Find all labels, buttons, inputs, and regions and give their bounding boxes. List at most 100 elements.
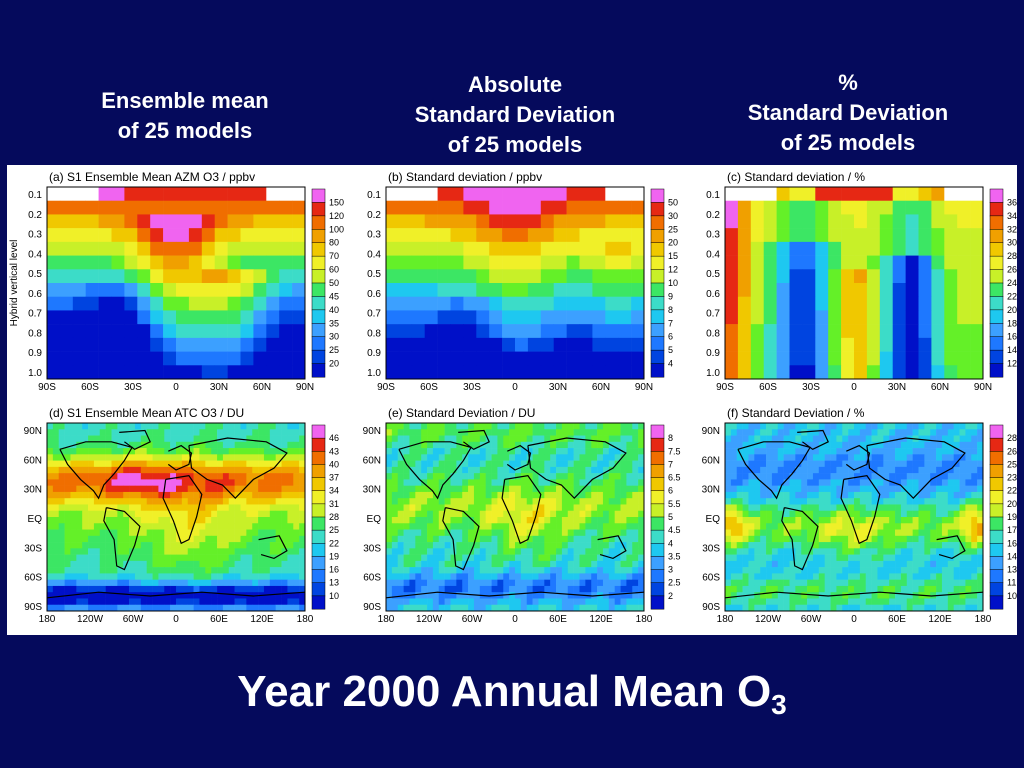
- heatmap-cell: [602, 598, 610, 606]
- heatmap-cell: [550, 523, 557, 530]
- heatmap-cell: [836, 573, 843, 580]
- heatmap-cell: [437, 337, 451, 352]
- heatmap-cell: [158, 548, 165, 555]
- heatmap-cell: [638, 573, 645, 580]
- heatmap-cell: [626, 517, 633, 524]
- heatmap-cell: [538, 479, 545, 486]
- heatmap-cell: [123, 479, 130, 486]
- heatmap-cell: [944, 296, 958, 311]
- heatmap-cell: [52, 585, 60, 593]
- heatmap-cell: [936, 491, 943, 499]
- colorbar-swatch: [989, 242, 1004, 257]
- heatmap-cell: [275, 466, 282, 474]
- heatmap-cell: [47, 466, 54, 474]
- heatmap-cell: [437, 187, 451, 202]
- heatmap-cell: [456, 485, 463, 493]
- heatmap-cell: [931, 269, 945, 284]
- heatmap-cell: [211, 441, 218, 449]
- heatmap-cell: [579, 579, 586, 587]
- heatmap-cell: [214, 283, 228, 298]
- heatmap-cell: [450, 310, 464, 325]
- heatmap-cell: [287, 460, 294, 468]
- heatmap-cell: [631, 283, 645, 298]
- colorbar-swatch: [311, 215, 326, 230]
- colorbar-swatch: [311, 503, 326, 518]
- heatmap-cell: [941, 554, 949, 562]
- heatmap-cell: [64, 517, 71, 524]
- heatmap-cell: [818, 498, 825, 505]
- heatmap-cell: [941, 429, 949, 436]
- heatmap-cell: [760, 454, 767, 461]
- heatmap-cell: [82, 548, 89, 555]
- heatmap-cell: [971, 560, 978, 568]
- heatmap-cell: [579, 200, 593, 215]
- heatmap-cell: [187, 585, 194, 593]
- heatmap-cell: [842, 554, 849, 562]
- heatmap-cell: [111, 324, 125, 339]
- heatmap-cell: [520, 598, 528, 606]
- heatmap-cell: [520, 585, 528, 593]
- heatmap-cell: [540, 255, 554, 270]
- heatmap-cell: [608, 454, 615, 461]
- heatmap-cell: [824, 567, 831, 574]
- y-tick-label: 0.1: [367, 190, 381, 201]
- heatmap-cell: [491, 454, 498, 461]
- heatmap-cell: [515, 504, 522, 512]
- heatmap-cell: [807, 579, 814, 587]
- heatmap-cell: [258, 567, 265, 574]
- heatmap-cell: [818, 466, 825, 474]
- heatmap-cell: [193, 441, 200, 449]
- heatmap-cell: [620, 498, 627, 505]
- heatmap-cell: [892, 269, 906, 284]
- heatmap-cell: [776, 200, 790, 215]
- heatmap-cell: [877, 460, 884, 468]
- heatmap-cell: [489, 310, 503, 325]
- heatmap-cell: [854, 548, 861, 555]
- heatmap-cell: [591, 466, 598, 474]
- heatmap-cell: [730, 567, 738, 574]
- heatmap-cell: [515, 324, 529, 339]
- heatmap-cell: [865, 423, 872, 430]
- heatmap-cell: [468, 598, 475, 606]
- heatmap-cell: [538, 604, 545, 612]
- heatmap-cell: [240, 479, 247, 486]
- heatmap-cell: [561, 585, 569, 593]
- heatmap-cell: [263, 435, 271, 443]
- heatmap-cell: [871, 517, 878, 524]
- heatmap-cell: [58, 510, 65, 518]
- heatmap-cell: [432, 579, 440, 587]
- heatmap-cell: [111, 448, 118, 455]
- heatmap-cell: [72, 324, 86, 339]
- heatmap-cell: [146, 579, 153, 587]
- heatmap-cell: [771, 542, 779, 549]
- heatmap-cell: [527, 214, 542, 229]
- heatmap-cell: [76, 429, 83, 436]
- heatmap-cell: [64, 441, 71, 449]
- heatmap-cell: [930, 491, 937, 499]
- heatmap-cell: [561, 510, 569, 518]
- heatmap-cell: [152, 491, 159, 499]
- heatmap-cell: [750, 228, 764, 243]
- heatmap-cell: [47, 491, 54, 499]
- heatmap-cell: [134, 504, 142, 512]
- heatmap-cell: [614, 435, 621, 443]
- heatmap-cell: [889, 517, 896, 524]
- heatmap-cell: [602, 498, 610, 505]
- heatmap-cell: [556, 479, 563, 486]
- heatmap-cell: [760, 585, 767, 593]
- heatmap-cell: [802, 228, 816, 243]
- heatmap-cell: [836, 479, 843, 486]
- heatmap-cell: [608, 523, 615, 530]
- heatmap-cell: [98, 337, 112, 352]
- heatmap-cell: [129, 560, 136, 568]
- heatmap-cell: [485, 604, 492, 612]
- x-tick-label: 0: [173, 382, 179, 393]
- heatmap-cell: [602, 529, 610, 537]
- heatmap-cell: [269, 491, 276, 499]
- heatmap-cell: [854, 498, 861, 505]
- heatmap-cell: [736, 460, 743, 468]
- heatmap-cell: [742, 448, 749, 455]
- heatmap-cell: [866, 337, 881, 352]
- heatmap-cell: [503, 567, 510, 574]
